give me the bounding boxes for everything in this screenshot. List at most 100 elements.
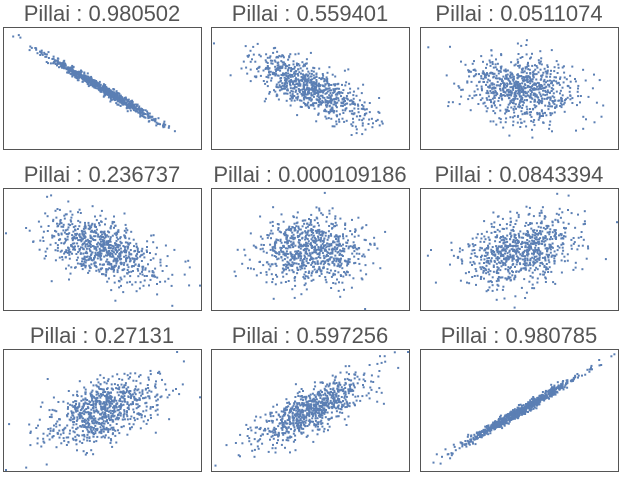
scatter-point — [486, 73, 489, 75]
scatter-point — [48, 438, 51, 441]
scatter-point — [28, 229, 31, 232]
scatter-point — [517, 61, 520, 63]
scatter-point — [350, 99, 353, 102]
scatter-point — [312, 104, 315, 107]
scatter-point — [270, 237, 272, 240]
scatter-point — [522, 79, 525, 82]
scatter-point — [322, 101, 325, 104]
scatter-point — [502, 242, 505, 245]
scatter-point — [79, 252, 82, 255]
scatter-point — [495, 257, 498, 260]
scatter-point — [79, 221, 82, 224]
scatter-point — [295, 216, 298, 219]
scatter-point — [101, 249, 104, 252]
scatter-point — [143, 397, 146, 400]
scatter-point — [87, 77, 90, 80]
scatter-point — [503, 84, 505, 87]
scatter-point — [93, 256, 96, 259]
scatter-point — [548, 123, 551, 126]
scatter-point — [544, 228, 547, 231]
scatter-point — [132, 403, 134, 405]
scatter-point — [347, 259, 350, 262]
scatter-point — [109, 96, 112, 99]
scatter-point — [88, 264, 91, 267]
scatter-point — [71, 252, 73, 255]
scatter-point — [124, 254, 127, 257]
scatter-point — [276, 74, 279, 77]
scatter-point — [44, 255, 47, 257]
scatter-point — [332, 88, 335, 91]
scatter-point — [83, 433, 86, 436]
scatter-point — [536, 252, 539, 255]
scatter-point — [84, 74, 86, 77]
scatter-point — [81, 268, 84, 271]
scatter-point — [555, 80, 558, 83]
scatter-point — [292, 242, 295, 245]
scatter-point — [323, 80, 326, 83]
scatter-point — [135, 255, 138, 258]
scatter-point — [525, 291, 528, 294]
scatter-point — [54, 242, 57, 245]
scatter-point — [551, 130, 553, 133]
scatter-point — [482, 269, 485, 272]
scatter-point — [339, 274, 342, 277]
scatter-point — [313, 265, 315, 268]
scatter-point — [105, 243, 108, 246]
scatter-point — [318, 275, 321, 277]
scatter-point — [149, 278, 152, 281]
scatter-point — [540, 102, 543, 105]
scatter-point — [337, 260, 340, 263]
scatter-point — [530, 96, 533, 99]
scatter-point — [579, 95, 582, 97]
scatter-point — [148, 284, 150, 287]
scatter-point — [338, 281, 340, 284]
scatter-point — [141, 273, 144, 276]
scatter-point — [138, 265, 141, 268]
scatter-point — [524, 264, 527, 267]
scatter-point — [307, 74, 309, 77]
scatter-point — [331, 250, 334, 253]
scatter-point — [310, 274, 313, 277]
scatter-point — [577, 87, 579, 90]
scatter-point — [127, 271, 130, 274]
scatter-point — [587, 95, 590, 98]
scatter-point — [67, 70, 70, 73]
scatter-point — [501, 98, 504, 101]
scatter-point — [522, 89, 525, 92]
scatter-point — [537, 238, 540, 241]
scatter-point — [284, 247, 287, 250]
scatter-point — [591, 87, 594, 90]
scatter-point — [87, 85, 90, 88]
scatter-point — [472, 69, 475, 71]
scatter-point — [126, 272, 129, 275]
scatter-point — [290, 99, 293, 102]
scatter-point — [538, 258, 541, 261]
scatter-point — [275, 83, 278, 86]
scatter-point — [570, 244, 573, 247]
scatter-point — [508, 272, 511, 275]
scatter-point — [522, 101, 525, 104]
scatter-point — [271, 278, 274, 281]
scatter-point — [518, 64, 521, 67]
scatter-point — [141, 265, 144, 268]
scatter-point — [574, 80, 577, 83]
scatter-point — [308, 252, 311, 255]
scatter-point — [130, 265, 133, 268]
scatter-point — [259, 55, 262, 58]
scatter-point — [136, 257, 139, 259]
scatter-point — [119, 105, 122, 107]
scatter-point — [502, 94, 505, 97]
scatter-point — [337, 250, 340, 253]
scatter-point — [271, 232, 274, 235]
scatter-point — [533, 262, 536, 265]
scatter-point — [483, 258, 486, 261]
scatter-point — [92, 81, 95, 84]
scatter-point — [94, 261, 97, 264]
scatter-point — [499, 121, 502, 124]
scatter-point — [307, 254, 310, 257]
scatter-point — [318, 77, 321, 79]
scatter-point — [536, 85, 539, 88]
scatter-point — [512, 75, 515, 78]
scatter-point — [332, 83, 335, 86]
